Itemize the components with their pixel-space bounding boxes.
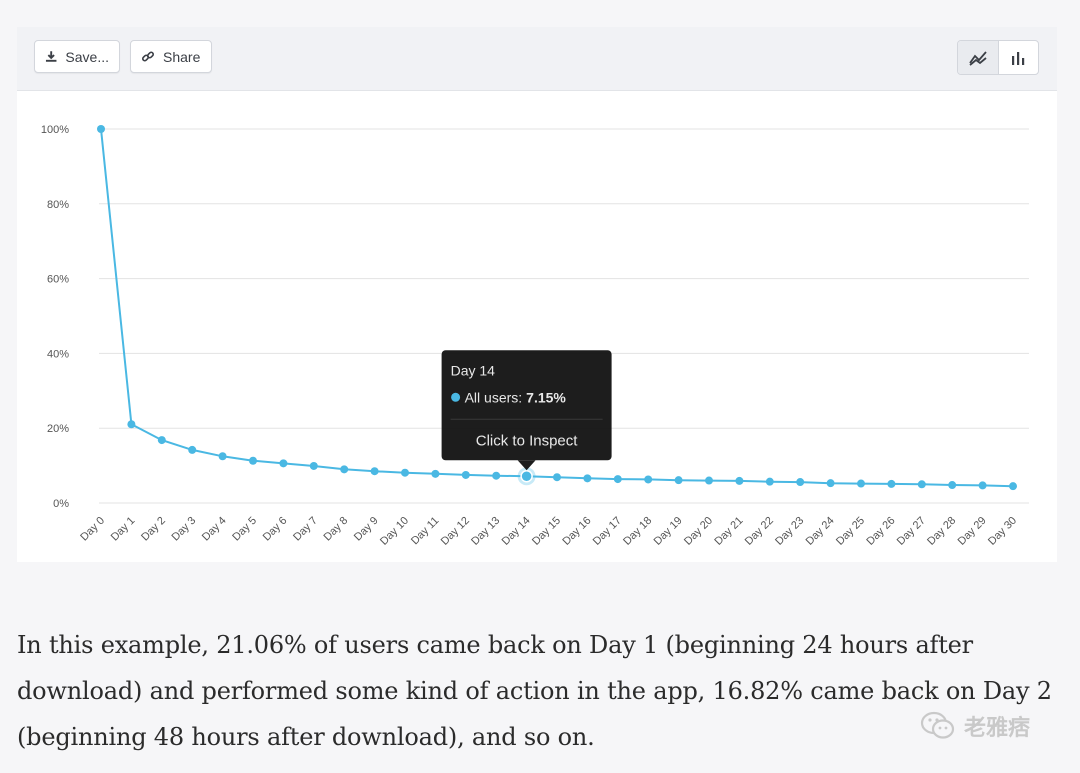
x-tick-label: Day 0 (78, 515, 107, 544)
x-tick-label: Day 17 (591, 515, 624, 548)
data-point[interactable] (796, 478, 805, 487)
tooltip-box (441, 350, 612, 461)
x-tick-label: Day 14 (500, 515, 533, 548)
data-point[interactable] (370, 467, 379, 476)
save-button[interactable]: Save... (34, 40, 120, 73)
x-tick-label: Day 23 (773, 515, 806, 548)
x-tick-label: Day 27 (895, 515, 928, 548)
watermark: 老雅痞 (920, 708, 1030, 744)
data-point[interactable] (97, 125, 105, 133)
x-tick-label: Day 19 (652, 515, 685, 548)
x-tick-label: Day 11 (409, 515, 442, 548)
x-tick-label: Day 5 (230, 515, 259, 544)
data-point[interactable] (492, 471, 501, 480)
x-tick-label: Day 24 (804, 515, 837, 548)
data-point[interactable] (188, 445, 197, 454)
y-tick-label: 100% (41, 124, 69, 136)
tooltip-arrow (517, 460, 536, 471)
x-tick-label: Day 28 (925, 515, 958, 548)
data-point[interactable] (249, 456, 257, 465)
line-chart-icon (969, 50, 987, 66)
data-point[interactable] (917, 480, 926, 489)
data-point[interactable] (735, 476, 744, 485)
data-point[interactable] (431, 469, 440, 478)
data-point[interactable] (340, 465, 349, 474)
data-point[interactable] (857, 479, 865, 488)
x-tick-label: Day 21 (712, 515, 745, 548)
data-point[interactable] (948, 481, 957, 490)
y-tick-label: 0% (53, 498, 69, 510)
x-tick-label: Day 13 (469, 515, 502, 548)
wechat-icon (920, 711, 955, 739)
tooltip-title: Day 14 (451, 362, 496, 378)
x-tick-label: Day 26 (864, 515, 897, 548)
line-chart-toggle[interactable] (958, 41, 999, 74)
x-tick-label: Day 29 (956, 515, 989, 548)
x-tick-label: Day 22 (743, 515, 776, 548)
x-tick-label: Day 12 (439, 515, 472, 548)
data-point[interactable] (127, 420, 136, 429)
x-tick-label: Day 1 (109, 515, 138, 544)
data-point-highlighted[interactable] (520, 470, 533, 483)
y-tick-label: 40% (47, 348, 69, 360)
x-tick-label: Day 6 (261, 515, 290, 544)
watermark-text: 老雅痞 (964, 716, 1031, 741)
data-point[interactable] (218, 452, 227, 461)
x-tick-label: Day 7 (291, 515, 320, 544)
y-tick-label: 20% (47, 423, 69, 435)
data-point[interactable] (674, 476, 683, 485)
data-point[interactable] (978, 481, 987, 490)
data-point[interactable] (705, 476, 713, 485)
x-tick-label: Day 16 (560, 515, 593, 548)
save-button-label: Save... (65, 48, 109, 65)
y-tick-label: 60% (47, 274, 69, 286)
data-point[interactable] (765, 477, 774, 486)
x-tick-label: Day 15 (530, 515, 563, 548)
data-point[interactable] (553, 473, 561, 482)
data-point[interactable] (887, 479, 896, 488)
data-point[interactable] (583, 474, 592, 483)
data-point[interactable] (279, 459, 288, 468)
x-tick-label: Day 25 (834, 515, 867, 548)
x-tick-label: Day 30 (986, 515, 1019, 548)
tooltip-series-label: All users: 7.15% (465, 389, 567, 405)
data-point[interactable] (461, 470, 470, 479)
data-point[interactable] (401, 468, 409, 477)
share-button[interactable]: Share (130, 40, 212, 73)
x-tick-label: Day 9 (352, 515, 381, 544)
download-icon (45, 51, 57, 62)
x-tick-label: Day 3 (170, 515, 199, 544)
caption-text: In this example, 21.06% of users came ba… (17, 631, 1052, 751)
tooltip-series-name: All users: (465, 389, 523, 405)
chart-type-toggle (957, 40, 1039, 75)
chart-tooltip: Day 14 All users: 7.15% Click to Inspect (441, 350, 612, 471)
tooltip-series-value: 7.15% (526, 389, 566, 405)
x-tick-label: Day 20 (682, 515, 715, 548)
x-tick-label: Day 2 (139, 515, 168, 544)
tooltip-series-dot (451, 392, 461, 402)
chart-toolbar: Save... Share (17, 27, 1057, 91)
tooltip-inspect-link[interactable]: Click to Inspect (476, 432, 579, 449)
data-point[interactable] (644, 475, 653, 484)
x-tick-label: Day 10 (378, 515, 411, 548)
x-tick-label: Day 4 (200, 515, 229, 544)
data-point[interactable] (309, 461, 318, 470)
data-point[interactable] (157, 436, 166, 445)
x-tick-label: Day 8 (322, 515, 351, 544)
x-tick-label: Day 18 (621, 515, 654, 548)
chart-panel: Save... Share (17, 27, 1057, 562)
bar-chart-toggle[interactable] (999, 41, 1039, 74)
link-icon (141, 50, 155, 62)
bar-chart-icon (1012, 51, 1025, 65)
y-tick-label: 80% (47, 199, 69, 211)
data-point[interactable] (1009, 482, 1017, 491)
data-point[interactable] (613, 475, 622, 484)
share-button-label: Share (163, 48, 201, 65)
data-point[interactable] (826, 479, 835, 488)
